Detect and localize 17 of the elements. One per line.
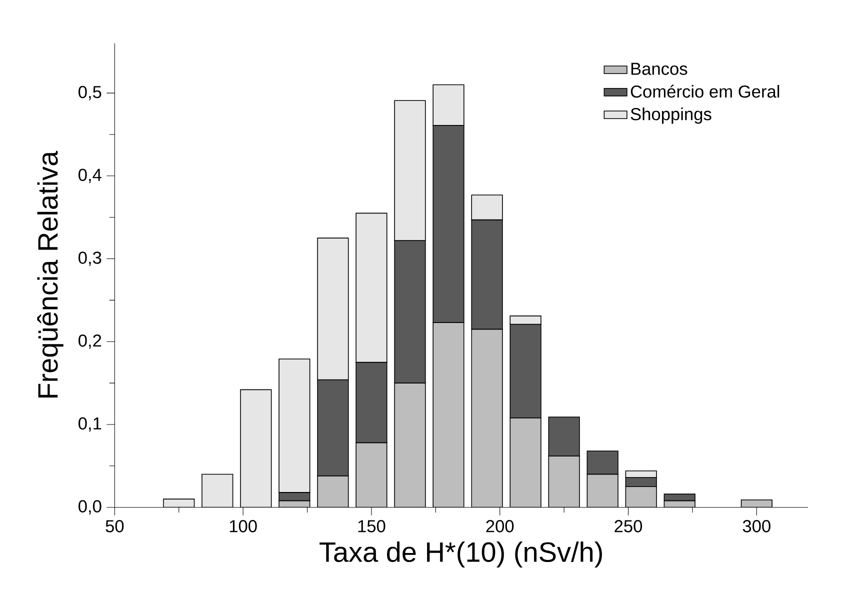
y-tick-label: 0,5 (78, 86, 102, 100)
x-tick-label: 200 (486, 520, 514, 532)
y-tick-label: 0,4 (78, 168, 102, 184)
legend-label: Bancos (631, 62, 688, 75)
legend-label: Comércio em Geral (630, 84, 780, 98)
x-tick-label: 50 (106, 520, 124, 532)
y-tick-label: 0,2 (78, 334, 102, 349)
x-tick-label: 150 (358, 520, 386, 532)
y-tick-label: 0,1 (78, 417, 102, 432)
x-tick-label: 100 (230, 520, 257, 532)
y-axis-title: Freqüência Relativa (37, 150, 64, 398)
x-tick-label: 250 (614, 520, 642, 532)
y-tick-label: 0,0 (78, 500, 102, 514)
x-tick-label: 300 (742, 520, 770, 532)
legend-label: Shoppings (630, 108, 712, 124)
y-tick-label: 0,3 (78, 252, 102, 266)
x-axis-title: Taxa de H*(10) (nSv/h) (320, 541, 602, 568)
